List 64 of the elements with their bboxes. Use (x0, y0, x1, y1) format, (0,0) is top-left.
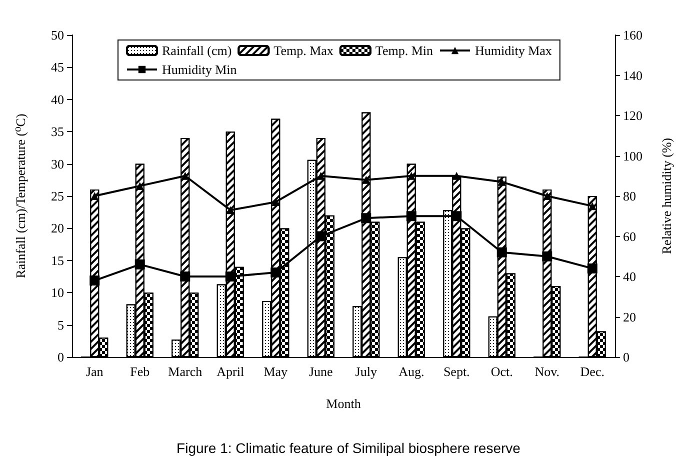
y2-tick-label: 140 (623, 68, 642, 83)
x-tick-label: July (355, 364, 378, 379)
x-tick-label: Dec. (580, 364, 604, 379)
x-axis-title: Month (326, 396, 362, 411)
y2-tick-label: 160 (623, 28, 642, 42)
y-tick-label: 35 (51, 124, 64, 140)
legend-label: Humidity Min (162, 62, 238, 77)
x-tick-label: Oct. (490, 364, 513, 379)
point (225, 272, 236, 282)
point (90, 192, 99, 200)
y2-tick-label: 0 (623, 350, 630, 364)
y-tick-label: 30 (51, 156, 64, 172)
point (588, 202, 596, 210)
point (452, 172, 461, 180)
point (496, 247, 507, 258)
point (407, 172, 416, 180)
y2-tick-label: 120 (623, 108, 642, 123)
y-tick-label: 5 (58, 317, 64, 332)
y2-axis-title: Relative humidity (%) (659, 138, 674, 254)
legend-label: Temp. Max (274, 43, 334, 58)
y2-tick-label: 40 (623, 269, 636, 284)
point (90, 276, 100, 286)
y2-tick-label: 20 (623, 309, 636, 324)
legend-label: Rainfall (cm) (162, 43, 232, 58)
x-tick-label: Feb (130, 364, 150, 379)
point (272, 198, 280, 206)
point (270, 267, 281, 278)
x-tick-label: June (308, 364, 334, 379)
point (362, 176, 370, 184)
y-tick-label: 10 (51, 285, 64, 300)
text: Figure 1: Climatic feature of Similipal biosphere reserve (176, 440, 521, 456)
y-tick-label: 40 (51, 92, 64, 107)
point (316, 231, 326, 242)
point (180, 272, 190, 282)
y-tick-label: 0 (58, 350, 64, 364)
legend-label: Temp. Min (375, 43, 434, 58)
point (587, 263, 598, 274)
y-axis-title: Rainfall (cm)/Temperature (⁰C) (13, 114, 28, 278)
point (134, 259, 145, 270)
y-tick-label: 50 (51, 28, 64, 42)
point (361, 213, 372, 224)
point (452, 211, 462, 222)
x-tick-label: Aug. (398, 364, 424, 379)
x-tick-label: March (168, 364, 203, 379)
point (181, 172, 190, 180)
x-tick-label: Nov. (534, 364, 560, 379)
point (226, 206, 234, 214)
x-tick-label: May (264, 364, 288, 379)
y-tick-label: 20 (51, 220, 64, 236)
point (136, 182, 144, 190)
y2-tick-label: 80 (623, 188, 636, 204)
x-tick-label: April (216, 364, 244, 379)
point (543, 192, 552, 200)
y2-tick-label: 60 (623, 228, 636, 244)
point (316, 172, 325, 180)
y-tick-label: 25 (51, 188, 64, 204)
y-tick-label: 15 (51, 252, 64, 268)
x-tick-label: Sept. (443, 364, 470, 379)
x-tick-label: Jan (86, 364, 104, 379)
legend-label: Humidity Max (474, 43, 552, 58)
point (406, 211, 416, 222)
point (542, 251, 552, 262)
y-tick-label: 45 (51, 60, 64, 75)
y2-tick-label: 100 (623, 148, 642, 164)
